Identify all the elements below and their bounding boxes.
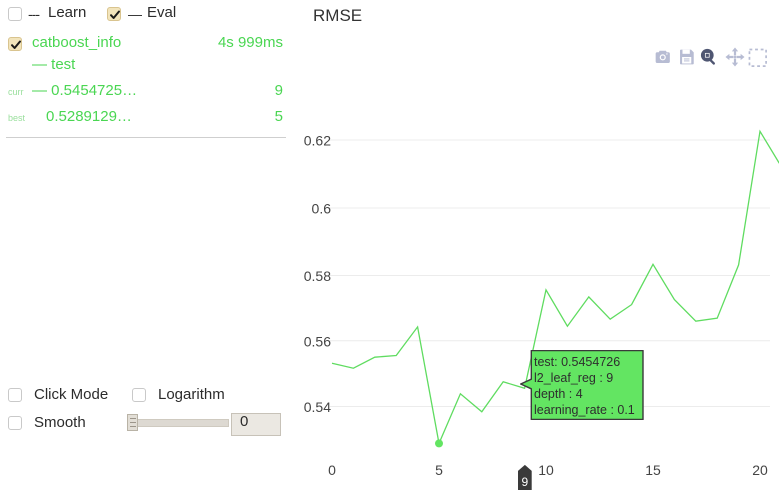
svg-text:0.58: 0.58 xyxy=(304,268,331,284)
svg-text:0.54: 0.54 xyxy=(304,399,331,415)
svg-text:5: 5 xyxy=(435,462,443,478)
svg-text:15: 15 xyxy=(645,462,661,478)
svg-text:0.6: 0.6 xyxy=(312,201,332,217)
svg-text:9: 9 xyxy=(522,475,529,489)
svg-text:0.62: 0.62 xyxy=(304,133,331,149)
svg-text:20: 20 xyxy=(752,462,768,478)
svg-text:0: 0 xyxy=(328,462,336,478)
svg-text:0.56: 0.56 xyxy=(304,333,331,349)
svg-text:10: 10 xyxy=(538,462,554,478)
